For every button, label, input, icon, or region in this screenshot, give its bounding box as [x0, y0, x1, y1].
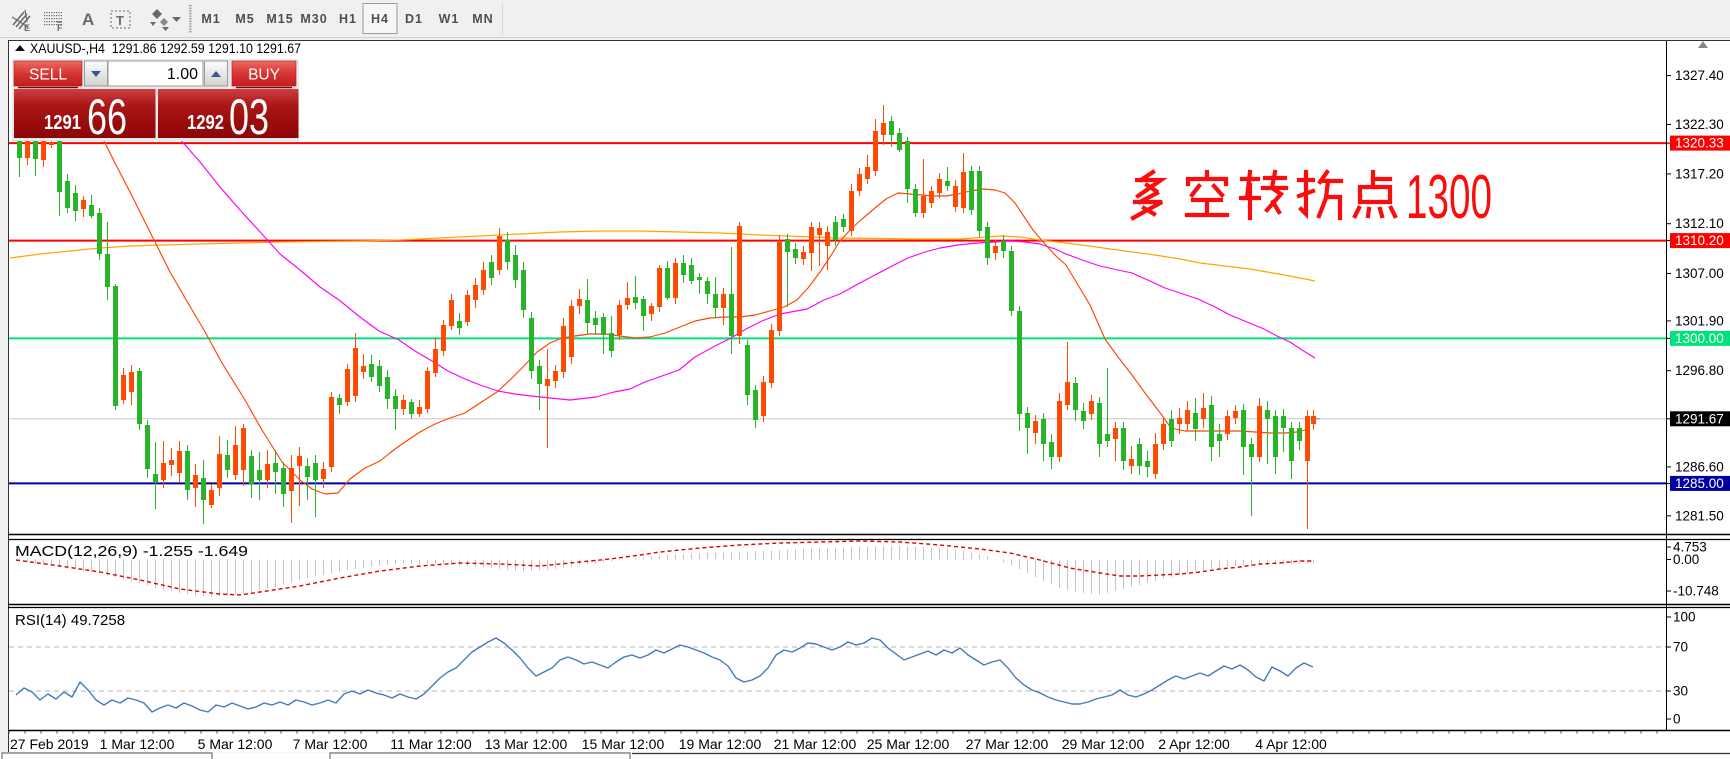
svg-text:E: E: [24, 23, 30, 33]
svg-text:F: F: [57, 23, 63, 33]
svg-text:66: 66: [87, 89, 127, 145]
svg-text:1300: 1300: [1406, 163, 1492, 232]
svg-text:1322.30: 1322.30: [1675, 117, 1724, 132]
svg-text:H1: H1: [339, 12, 357, 26]
svg-text:70: 70: [1673, 640, 1688, 655]
svg-text:27 Feb 2019: 27 Feb 2019: [10, 736, 89, 752]
svg-text:29 Mar 12:00: 29 Mar 12:00: [1062, 736, 1145, 752]
svg-text:MACD(12,26,9) -1.255 -1.649: MACD(12,26,9) -1.255 -1.649: [15, 543, 248, 560]
svg-text:25 Mar 12:00: 25 Mar 12:00: [867, 736, 950, 752]
svg-text:30: 30: [1673, 684, 1688, 699]
svg-text:1301.90: 1301.90: [1675, 313, 1724, 328]
svg-text:SELL: SELL: [29, 67, 67, 84]
svg-text:M15: M15: [266, 12, 293, 26]
svg-text:T: T: [116, 13, 124, 28]
svg-text:4 Apr 12:00: 4 Apr 12:00: [1255, 736, 1327, 752]
svg-text:1291.67: 1291.67: [1675, 411, 1724, 426]
svg-text:5 Mar 12:00: 5 Mar 12:00: [198, 736, 273, 752]
svg-text:13 Mar 12:00: 13 Mar 12:00: [485, 736, 568, 752]
svg-text:21 Mar 12:00: 21 Mar 12:00: [774, 736, 857, 752]
svg-text:1 Mar 12:00: 1 Mar 12:00: [100, 736, 175, 752]
svg-text:H4: H4: [371, 12, 389, 26]
svg-text:D1: D1: [405, 12, 423, 26]
svg-text:100: 100: [1673, 610, 1696, 625]
svg-text:1307.00: 1307.00: [1675, 266, 1724, 281]
svg-text:RSI(14) 49.7258: RSI(14) 49.7258: [15, 612, 125, 629]
svg-text:27 Mar 12:00: 27 Mar 12:00: [966, 736, 1049, 752]
svg-text:1320.33: 1320.33: [1675, 136, 1724, 151]
svg-text:M30: M30: [300, 12, 327, 26]
svg-text:1.00: 1.00: [167, 66, 198, 83]
svg-text:0.00: 0.00: [1673, 552, 1699, 567]
svg-text:1291: 1291: [44, 112, 81, 134]
svg-text:M1: M1: [201, 12, 220, 26]
svg-text:1312.10: 1312.10: [1675, 216, 1724, 231]
svg-text:1285.00: 1285.00: [1675, 476, 1724, 491]
svg-text:19 Mar 12:00: 19 Mar 12:00: [679, 736, 762, 752]
svg-text:0: 0: [1673, 712, 1681, 727]
svg-text:2 Apr 12:00: 2 Apr 12:00: [1158, 736, 1230, 752]
svg-text:7 Mar 12:00: 7 Mar 12:00: [293, 736, 368, 752]
svg-text:XAUUSD-,H4 1291.86 1292.59 12: XAUUSD-,H4 1291.86 1292.59 1291.10 1291.…: [30, 41, 301, 56]
svg-text:W1: W1: [439, 12, 460, 26]
svg-text:1292: 1292: [187, 112, 224, 134]
svg-text:4.753: 4.753: [1673, 540, 1707, 555]
svg-text:1286.60: 1286.60: [1675, 459, 1724, 474]
svg-text:1310.20: 1310.20: [1675, 233, 1724, 248]
svg-text:MN: MN: [472, 12, 493, 26]
svg-text:-10.748: -10.748: [1673, 584, 1719, 599]
svg-text:11 Mar 12:00: 11 Mar 12:00: [390, 736, 472, 752]
svg-text:1281.50: 1281.50: [1675, 508, 1724, 523]
svg-text:1327.40: 1327.40: [1675, 68, 1724, 83]
svg-text:1296.80: 1296.80: [1675, 363, 1724, 378]
svg-text:1317.20: 1317.20: [1675, 166, 1724, 181]
svg-text:BUY: BUY: [248, 67, 280, 84]
svg-text:M5: M5: [235, 12, 254, 26]
svg-text:03: 03: [229, 89, 269, 145]
svg-text:15 Mar 12:00: 15 Mar 12:00: [582, 736, 665, 752]
svg-text:1300.00: 1300.00: [1675, 331, 1724, 346]
svg-text:A: A: [82, 10, 94, 29]
